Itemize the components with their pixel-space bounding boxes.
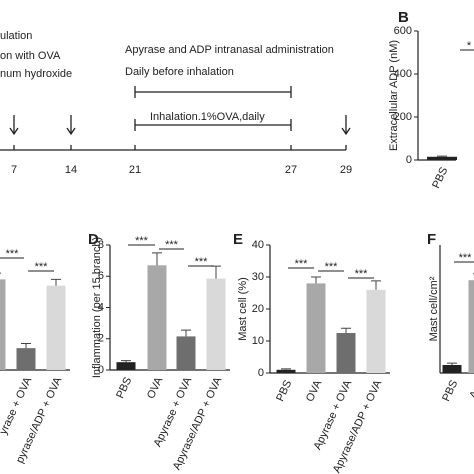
bracket [134, 119, 292, 131]
significance-label: *** [35, 261, 49, 273]
y-tick-label: 2 [98, 333, 104, 345]
error-bar [121, 360, 131, 363]
panel-letter: E [233, 231, 243, 248]
panel-letter: D [88, 231, 99, 248]
error-bar [211, 265, 221, 279]
error-bar [0, 272, 1, 274]
x-tick-label: PBS [114, 375, 134, 400]
timeline-text: num hydroxide [0, 68, 72, 80]
bar [147, 265, 167, 370]
y-tick-label: 0 [98, 364, 104, 376]
significance-label: *** [295, 258, 309, 270]
y-tick-label: 0 [258, 367, 264, 379]
bar [16, 348, 36, 370]
bar [306, 283, 326, 373]
x-tick-label: PBS [430, 165, 450, 190]
bar [468, 280, 474, 373]
y-tick-label: 600 [394, 25, 412, 37]
bar [427, 156, 457, 160]
y-tick-label: 40 [252, 239, 264, 251]
panel-letter: B [398, 9, 409, 26]
significance-label: *** [355, 268, 369, 280]
day-label: 21 [129, 164, 141, 176]
timeline [0, 86, 351, 151]
y-axis-label: Extracellular ADP (nM) [388, 40, 400, 151]
y-tick-label: 30 [252, 271, 264, 283]
error-bar [341, 327, 351, 333]
y-tick-label: 10 [252, 335, 264, 347]
bar [276, 369, 296, 373]
arrow [341, 115, 351, 136]
significance-label: *** [459, 252, 473, 264]
panel-letter: F [427, 231, 436, 248]
day-label: 27 [285, 164, 297, 176]
significance-label: * [467, 40, 472, 52]
significance-label: *** [325, 261, 339, 273]
y-axis-label: Mast cell (%) [237, 277, 249, 341]
arrow [9, 115, 19, 136]
error-bar [152, 252, 162, 266]
error-bar [437, 155, 447, 157]
significance-label: *** [6, 248, 20, 260]
timeline-text: ulation [0, 30, 32, 42]
bar [46, 285, 66, 370]
error-bar [371, 280, 381, 290]
bar [336, 333, 356, 373]
y-tick-label: 0 [406, 154, 412, 166]
significance-label: *** [135, 235, 149, 247]
error-bar [281, 368, 291, 370]
bar [0, 279, 6, 370]
x-tick-label: PBS [440, 378, 460, 403]
timeline-text: Inhalation.1%OVA,daily [150, 111, 265, 123]
timeline-text: Daily before inhalation [125, 66, 234, 78]
y-axis-label: Mast cell/cm² [428, 276, 440, 341]
error-bar [181, 329, 191, 337]
error-bar [21, 342, 31, 349]
bar [176, 336, 196, 370]
bar [116, 362, 136, 370]
significance-label: *** [165, 239, 179, 251]
y-tick-label: 20 [252, 303, 264, 315]
y-tick-label: 400 [394, 68, 412, 80]
timeline-text: on with OVA [0, 50, 61, 62]
error-bar [447, 362, 457, 365]
x-tick-label: PBS [274, 378, 294, 403]
y-tick-label: 200 [394, 111, 412, 123]
arrow [66, 115, 76, 136]
significance-label: *** [195, 256, 209, 268]
y-tick-label: 6 [98, 270, 104, 282]
day-label: 7 [11, 164, 17, 176]
bar [206, 278, 226, 370]
day-label: 14 [65, 164, 77, 176]
timeline-text: Apyrase and ADP intranasal administratio… [125, 44, 334, 56]
x-tick-label: OVA [145, 375, 166, 401]
bar [442, 365, 462, 373]
y-tick-label: 4 [98, 301, 104, 313]
x-tick-label: OVA [304, 378, 325, 404]
x-tick-label: Apy [467, 378, 474, 401]
y-tick-label: 8 [98, 239, 104, 251]
error-bar [51, 278, 61, 286]
y-axis-label: Inflammation (per 15 branch) [91, 237, 103, 378]
day-label: 29 [340, 164, 352, 176]
bracket [134, 86, 292, 98]
error-bar [311, 276, 321, 284]
bar [366, 289, 386, 373]
